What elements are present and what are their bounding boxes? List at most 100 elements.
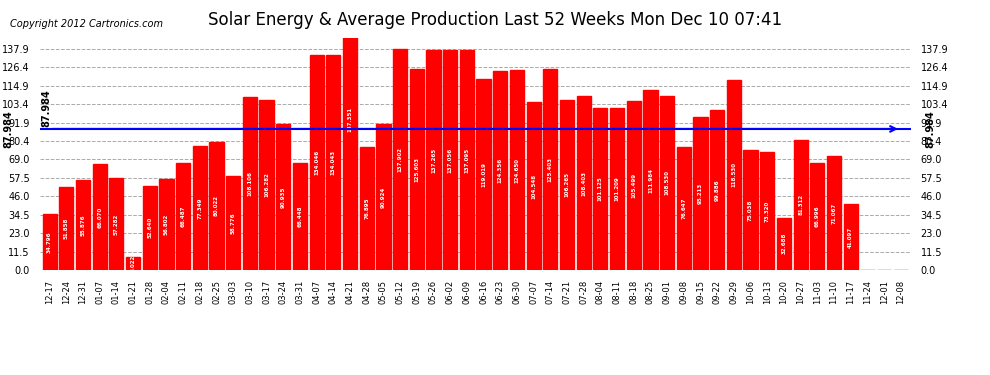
Bar [393, 49, 407, 270]
Text: Solar Energy & Average Production Last 52 Weeks Mon Dec 10 07:41: Solar Energy & Average Production Last 5… [208, 11, 782, 29]
Text: 81.312: 81.312 [798, 194, 803, 215]
Bar [159, 179, 173, 270]
Text: 66.487: 66.487 [180, 206, 186, 228]
Text: 76.647: 76.647 [681, 198, 686, 219]
Text: 106.265: 106.265 [564, 172, 569, 197]
Bar [243, 97, 257, 270]
Bar [610, 108, 624, 270]
Bar [343, 0, 357, 270]
Bar [510, 70, 524, 270]
Bar [843, 204, 857, 270]
Bar [410, 69, 424, 270]
Text: 137.902: 137.902 [398, 147, 403, 172]
Bar [727, 80, 741, 270]
Text: 137.056: 137.056 [447, 147, 452, 172]
Bar [777, 217, 791, 270]
Bar [527, 102, 541, 270]
Bar [576, 96, 591, 270]
Bar [827, 156, 842, 270]
Text: 58.776: 58.776 [231, 212, 236, 234]
Text: 118.530: 118.530 [732, 162, 737, 188]
Bar [677, 147, 691, 270]
Text: 95.213: 95.213 [698, 183, 703, 204]
Text: 105.499: 105.499 [632, 173, 637, 198]
Text: 87.984: 87.984 [3, 110, 13, 148]
Text: 51.858: 51.858 [63, 218, 68, 239]
Text: 108.106: 108.106 [248, 171, 252, 196]
Bar [810, 163, 825, 270]
Text: 32.688: 32.688 [781, 233, 786, 255]
Bar [427, 50, 441, 270]
Text: 73.320: 73.320 [764, 201, 770, 222]
Text: 134.046: 134.046 [314, 150, 319, 175]
Bar [93, 164, 107, 270]
Text: 125.603: 125.603 [414, 157, 420, 182]
Text: 187.351: 187.351 [347, 107, 352, 132]
Text: 34.796: 34.796 [48, 231, 52, 253]
Text: 137.095: 137.095 [464, 147, 469, 172]
Bar [560, 100, 574, 270]
Bar [743, 150, 757, 270]
Bar [143, 186, 156, 270]
Bar [76, 180, 90, 270]
Text: Copyright 2012 Cartronics.com: Copyright 2012 Cartronics.com [10, 19, 163, 29]
Text: 90.935: 90.935 [281, 186, 286, 208]
Text: 111.984: 111.984 [647, 168, 653, 193]
Text: 104.548: 104.548 [531, 174, 537, 199]
Text: 77.349: 77.349 [197, 197, 202, 219]
Bar [476, 79, 491, 270]
Bar [459, 50, 474, 270]
Text: 80.022: 80.022 [214, 195, 219, 216]
Text: 71.067: 71.067 [832, 202, 837, 223]
Text: 41.097: 41.097 [848, 226, 853, 248]
Text: 52.640: 52.640 [148, 217, 152, 238]
Bar [210, 142, 224, 270]
Bar [310, 55, 324, 270]
Bar [760, 152, 774, 270]
Text: 108.530: 108.530 [664, 171, 669, 195]
Bar [660, 96, 674, 270]
Text: 76.895: 76.895 [364, 198, 369, 219]
Bar [627, 101, 641, 270]
Bar [544, 69, 557, 270]
Text: 56.802: 56.802 [164, 214, 169, 235]
Text: 55.876: 55.876 [80, 214, 85, 236]
Bar [493, 70, 507, 270]
Text: 101.125: 101.125 [598, 177, 603, 201]
Bar [359, 147, 374, 270]
Bar [109, 178, 124, 270]
Bar [376, 124, 390, 270]
Bar [293, 164, 307, 270]
Text: 8.022: 8.022 [131, 255, 136, 272]
Text: 66.070: 66.070 [97, 206, 102, 228]
Bar [644, 90, 657, 270]
Bar [193, 146, 207, 270]
Text: 125.403: 125.403 [547, 157, 552, 182]
Bar [444, 50, 457, 270]
Bar [43, 214, 56, 270]
Text: 87.984: 87.984 [926, 110, 936, 148]
Text: 108.403: 108.403 [581, 171, 586, 196]
Text: 57.282: 57.282 [114, 213, 119, 235]
Bar [693, 117, 708, 270]
Text: 90.924: 90.924 [381, 186, 386, 208]
Text: 75.038: 75.038 [748, 199, 753, 220]
Bar [176, 164, 190, 270]
Text: 137.265: 137.265 [431, 147, 436, 172]
Bar [126, 257, 141, 270]
Bar [327, 55, 341, 270]
Bar [226, 176, 241, 270]
Bar [276, 124, 290, 270]
Bar [794, 140, 808, 270]
Text: 66.448: 66.448 [297, 206, 303, 228]
Text: 66.996: 66.996 [815, 206, 820, 227]
Bar [710, 110, 725, 270]
Text: 119.019: 119.019 [481, 162, 486, 187]
Text: 101.209: 101.209 [615, 177, 620, 201]
Text: 99.886: 99.886 [715, 179, 720, 201]
Text: 124.356: 124.356 [498, 158, 503, 183]
Text: 87.984: 87.984 [42, 90, 51, 128]
Bar [59, 187, 73, 270]
Bar [593, 108, 608, 270]
Text: 134.043: 134.043 [331, 150, 336, 175]
